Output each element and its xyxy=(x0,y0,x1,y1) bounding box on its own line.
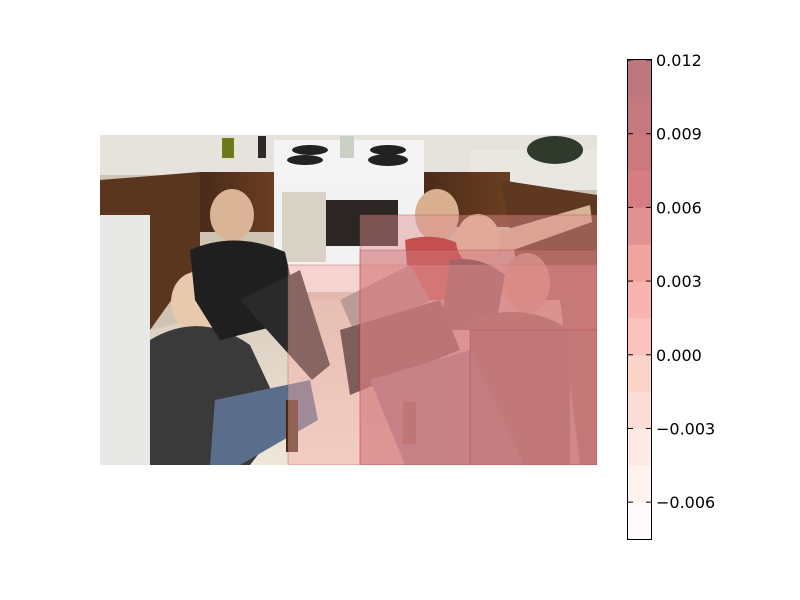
colorbar-frame xyxy=(627,59,652,540)
overlay-region-center-right-block xyxy=(359,214,597,465)
colorbar-cell xyxy=(628,170,651,208)
colorbar-cell xyxy=(628,244,651,282)
overlay-region-right-people-block xyxy=(359,249,597,465)
colorbar-tick-label: −0.003 xyxy=(656,419,715,438)
kitchen-group-photo xyxy=(100,135,597,465)
colorbar-tick-label: 0.003 xyxy=(656,272,702,291)
colorbar-cell xyxy=(628,281,651,319)
colorbar-cell xyxy=(628,96,651,135)
colorbar-cell xyxy=(628,60,651,98)
colorbar-cell xyxy=(628,428,651,466)
overlay-region-bottom-right-block xyxy=(469,329,597,465)
colorbar-tick-label: 0.012 xyxy=(656,51,702,70)
overlay-region-lower-middle-band xyxy=(287,264,597,465)
colorbar-cell xyxy=(628,317,651,356)
colorbar-cell xyxy=(628,391,651,429)
colorbar-cell xyxy=(628,133,651,172)
colorbar-tick-label: 0.009 xyxy=(656,125,702,144)
colorbar: −0.006 −0.003 0.000 0.003 0.006 0.009 0.012 xyxy=(627,51,715,540)
colorbar-tick-label: −0.006 xyxy=(656,493,715,512)
colorbar-cell xyxy=(628,465,651,503)
colorbar-cell xyxy=(628,207,651,245)
heatmap-overlay xyxy=(287,214,597,465)
colorbar-tick-label: 0.006 xyxy=(656,198,702,217)
colorbar-cell xyxy=(628,502,651,540)
colorbar-cell xyxy=(628,354,651,393)
colorbar-tick-label: 0.000 xyxy=(656,346,702,365)
